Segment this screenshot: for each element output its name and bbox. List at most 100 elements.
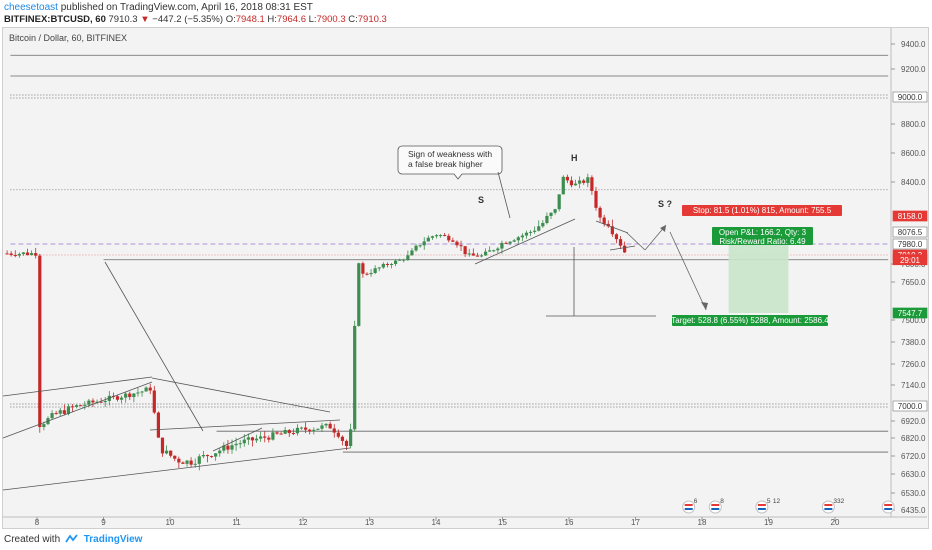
candle-body <box>557 194 561 210</box>
candle-body <box>602 217 606 224</box>
created-with-label: Created with <box>4 534 61 545</box>
candle-body <box>516 237 520 241</box>
candle-body <box>586 177 590 183</box>
flag-stripe <box>757 508 766 510</box>
candle-body <box>369 272 373 275</box>
callout-text-line2: a false break higher <box>408 159 483 169</box>
candle-body <box>528 231 533 233</box>
tradingview-logo-icon <box>65 534 78 543</box>
candle-body <box>316 428 320 430</box>
candle-body <box>5 253 9 255</box>
trendline <box>212 427 263 452</box>
y-tick-label: 9200.0 <box>901 65 926 74</box>
candle-body <box>410 250 414 256</box>
candle-body <box>594 190 598 208</box>
pattern-label-s2: S ? <box>658 199 672 209</box>
candle-body <box>279 433 283 435</box>
candle-body <box>226 445 230 450</box>
candle-body <box>185 460 189 464</box>
candle-body <box>152 390 156 413</box>
candle-body <box>30 253 34 256</box>
candle-body <box>336 432 340 437</box>
price-tag-bg <box>892 238 928 250</box>
candle-body <box>201 454 205 457</box>
candle-body <box>238 443 242 445</box>
candle-body <box>381 263 385 268</box>
trendline <box>149 419 341 431</box>
candle-body <box>263 436 267 438</box>
candle-body <box>54 413 58 415</box>
trendline <box>151 377 331 413</box>
candle-body <box>197 456 201 464</box>
candle-body <box>128 393 132 398</box>
event-flag: 332 <box>821 498 845 514</box>
callout-pointer <box>497 171 511 219</box>
candle-body <box>377 267 381 269</box>
open-pl-label-bg <box>712 227 813 245</box>
candle-body <box>418 245 422 247</box>
pattern-label-s1: S <box>478 195 484 205</box>
flag-stripe <box>684 508 693 510</box>
candle-body <box>169 450 173 456</box>
candle-body <box>25 252 30 256</box>
candle-body <box>222 445 226 451</box>
candle-body <box>181 462 185 464</box>
event-count: 12 <box>773 498 781 505</box>
candle-body <box>42 424 46 428</box>
candle-body <box>349 429 353 447</box>
price-tag-label: 8158.0 <box>898 212 923 221</box>
price-tag-bg <box>892 226 928 238</box>
publish-info: published on TradingView.com, April 16, … <box>57 2 313 13</box>
candle-body <box>504 242 508 244</box>
candle-body <box>496 248 500 251</box>
stop-label-text: Stop: 81.5 (1.01%) 815, Amount: 755.5 <box>693 206 832 215</box>
candle-body <box>545 215 549 223</box>
footer: Created with TradingView <box>4 533 142 547</box>
candle-body <box>9 253 13 256</box>
open-pl-label-text: Open P&L: 166.2, Qty: 3 <box>719 228 807 237</box>
high-label: H: <box>267 14 277 25</box>
candle-body <box>406 255 410 260</box>
stop-label-bg <box>682 205 842 216</box>
candle-body <box>87 400 91 405</box>
candle-body <box>173 455 177 459</box>
callout-box <box>397 145 503 180</box>
y-tick-label: 7650.0 <box>901 278 926 287</box>
x-tick-label: 19 <box>764 518 773 527</box>
candle-body <box>234 443 238 446</box>
price-tag-label: 7980.0 <box>898 240 923 249</box>
flag-stripe <box>711 508 720 510</box>
candle-body <box>533 230 537 232</box>
x-tick-label: 12 <box>299 518 308 527</box>
trendline <box>609 245 636 251</box>
candle-body <box>402 259 406 261</box>
candle-body <box>443 235 447 237</box>
price-tag: 7980.0 <box>892 238 928 250</box>
ohlc-bar: BITFINEX:BTCUSD, 60 7910.3 ▼ −447.2 (−5.… <box>4 14 387 26</box>
x-tick-label: 9 <box>101 518 106 527</box>
candle-body <box>34 253 38 256</box>
candle-body <box>295 427 300 434</box>
open-pl-label-text: Risk/Reward Ratio: 6.49 <box>719 237 806 246</box>
candle-body <box>373 268 377 273</box>
candle-body <box>328 423 332 429</box>
low-value: 7900.3 <box>316 14 346 25</box>
candle-body <box>79 405 83 407</box>
candle-body <box>414 245 418 251</box>
price-tag: 9000.0 <box>892 91 928 103</box>
candle-body <box>582 180 586 183</box>
last-price: 7910.3 <box>108 14 138 25</box>
y-tick-label: 6720.0 <box>901 452 926 461</box>
candle-body <box>590 177 594 191</box>
open-label: O: <box>225 14 236 25</box>
x-tick-label: 20 <box>831 518 840 527</box>
tradingview-brand[interactable]: TradingView <box>83 534 143 545</box>
y-tick-label: 6630.0 <box>901 470 926 479</box>
candle-body <box>365 273 369 275</box>
price-tag-bg <box>892 307 928 319</box>
y-tick-label: 9400.0 <box>901 40 926 49</box>
author-link[interactable]: cheesetoast <box>4 2 58 13</box>
candle-body <box>58 410 62 414</box>
